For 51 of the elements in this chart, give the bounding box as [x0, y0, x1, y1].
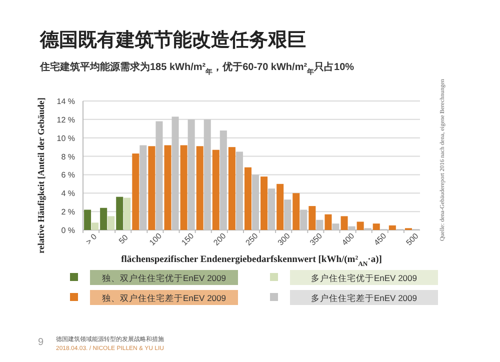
x-tick-label: 450	[372, 231, 389, 248]
chart-title: 德国既有建筑节能改造任务艰巨	[39, 29, 306, 51]
y-tick-label: 10 %	[56, 134, 75, 143]
bar	[212, 150, 220, 230]
bar	[324, 214, 332, 230]
bar	[132, 154, 140, 230]
x-tick-label: 300	[276, 231, 292, 248]
bar	[148, 146, 156, 230]
y-tick-label: 14 %	[56, 97, 75, 106]
bar	[276, 184, 284, 230]
text: 9	[38, 337, 44, 348]
bar	[244, 167, 252, 230]
bar	[292, 193, 300, 230]
x-tick-label: 150	[180, 231, 196, 248]
x-tick-label: 250	[244, 231, 260, 248]
y-tick-label: 2 %	[61, 208, 75, 217]
bar	[124, 198, 131, 230]
bar	[356, 222, 364, 230]
y-tick-label: 6 %	[61, 170, 75, 180]
bar	[260, 176, 268, 230]
bar	[84, 210, 92, 230]
x-tick-label: > 0	[84, 232, 99, 247]
y-tick-label: 12 %	[56, 115, 75, 124]
bar	[196, 146, 204, 230]
bar	[308, 206, 316, 230]
y-tick-label: 4 %	[61, 189, 75, 198]
x-tick-label: 350	[308, 231, 324, 248]
x-tick-label: 400	[340, 231, 356, 248]
bar	[340, 216, 348, 230]
bar	[116, 196, 124, 230]
bar	[388, 225, 396, 230]
bar	[108, 216, 115, 230]
text: 多户住住宅差于EnEV 2009	[310, 293, 418, 303]
bar	[92, 222, 99, 230]
text: 独、双户住住宅差于EnEV 2009	[102, 293, 226, 303]
bar	[100, 208, 108, 230]
x-tick-label: 200	[212, 231, 228, 248]
y-tick-label: 8 %	[61, 152, 75, 162]
bar	[180, 145, 188, 230]
text: 独、双户住住宅优于EnEV 2009	[102, 273, 226, 283]
text: 多户住住宅优于EnEV 2009	[310, 273, 418, 283]
bar	[164, 145, 172, 230]
x-axis-title: flächenspezifischer Endenergiebedarfskennwert [kWh/(m²$_{AN}$·a)]	[121, 255, 382, 268]
chart-subtitle: 住宅建筑平均能源需求为185 kWh/m²$_{年}$，优于60-70 kWh/m²$_{年}$只占10%	[39, 61, 354, 76]
bar	[372, 224, 380, 230]
y-axis-title: relative Häufigkeit [Anteil der Gebäude]	[36, 98, 46, 254]
x-tick-label: 100	[148, 231, 164, 248]
x-tick-label: 50	[117, 232, 130, 246]
bar	[228, 147, 236, 230]
x-tick-label: 500	[404, 231, 421, 248]
y-tick-label: 0 %	[61, 226, 75, 235]
